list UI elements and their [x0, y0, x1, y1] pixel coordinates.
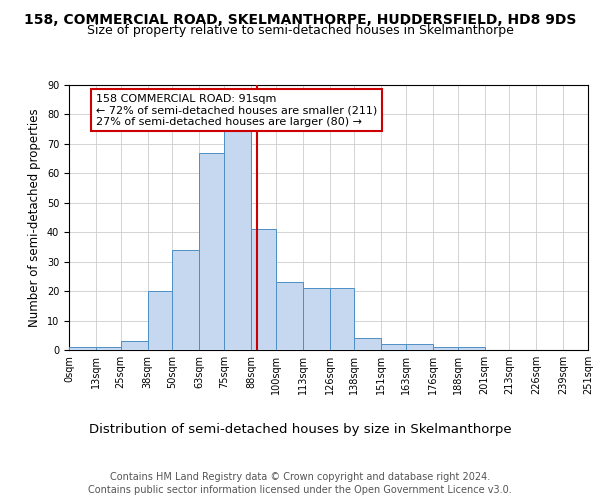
Text: Contains public sector information licensed under the Open Government Licence v3: Contains public sector information licen… — [88, 485, 512, 495]
Bar — [224, 129, 251, 350]
Text: 158, COMMERCIAL ROAD, SKELMANTHORPE, HUDDERSFIELD, HD8 9DS: 158, COMMERCIAL ROAD, SKELMANTHORPE, HUD… — [24, 12, 576, 26]
Y-axis label: Number of semi-detached properties: Number of semi-detached properties — [28, 108, 41, 327]
Bar — [329, 288, 355, 350]
Text: Distribution of semi-detached houses by size in Skelmanthorpe: Distribution of semi-detached houses by … — [89, 422, 511, 436]
Bar — [433, 347, 458, 350]
Bar — [302, 288, 329, 350]
Bar — [458, 347, 485, 350]
Bar — [251, 230, 276, 350]
Bar — [148, 291, 172, 350]
Bar — [69, 347, 96, 350]
Bar — [199, 152, 224, 350]
Bar — [96, 347, 121, 350]
Bar — [121, 341, 148, 350]
Text: Size of property relative to semi-detached houses in Skelmanthorpe: Size of property relative to semi-detach… — [86, 24, 514, 37]
Bar — [381, 344, 406, 350]
Text: Contains HM Land Registry data © Crown copyright and database right 2024.: Contains HM Land Registry data © Crown c… — [110, 472, 490, 482]
Bar — [276, 282, 302, 350]
Text: 158 COMMERCIAL ROAD: 91sqm
← 72% of semi-detached houses are smaller (211)
27% o: 158 COMMERCIAL ROAD: 91sqm ← 72% of semi… — [96, 94, 377, 127]
Bar — [406, 344, 433, 350]
Bar — [355, 338, 381, 350]
Bar — [172, 250, 199, 350]
